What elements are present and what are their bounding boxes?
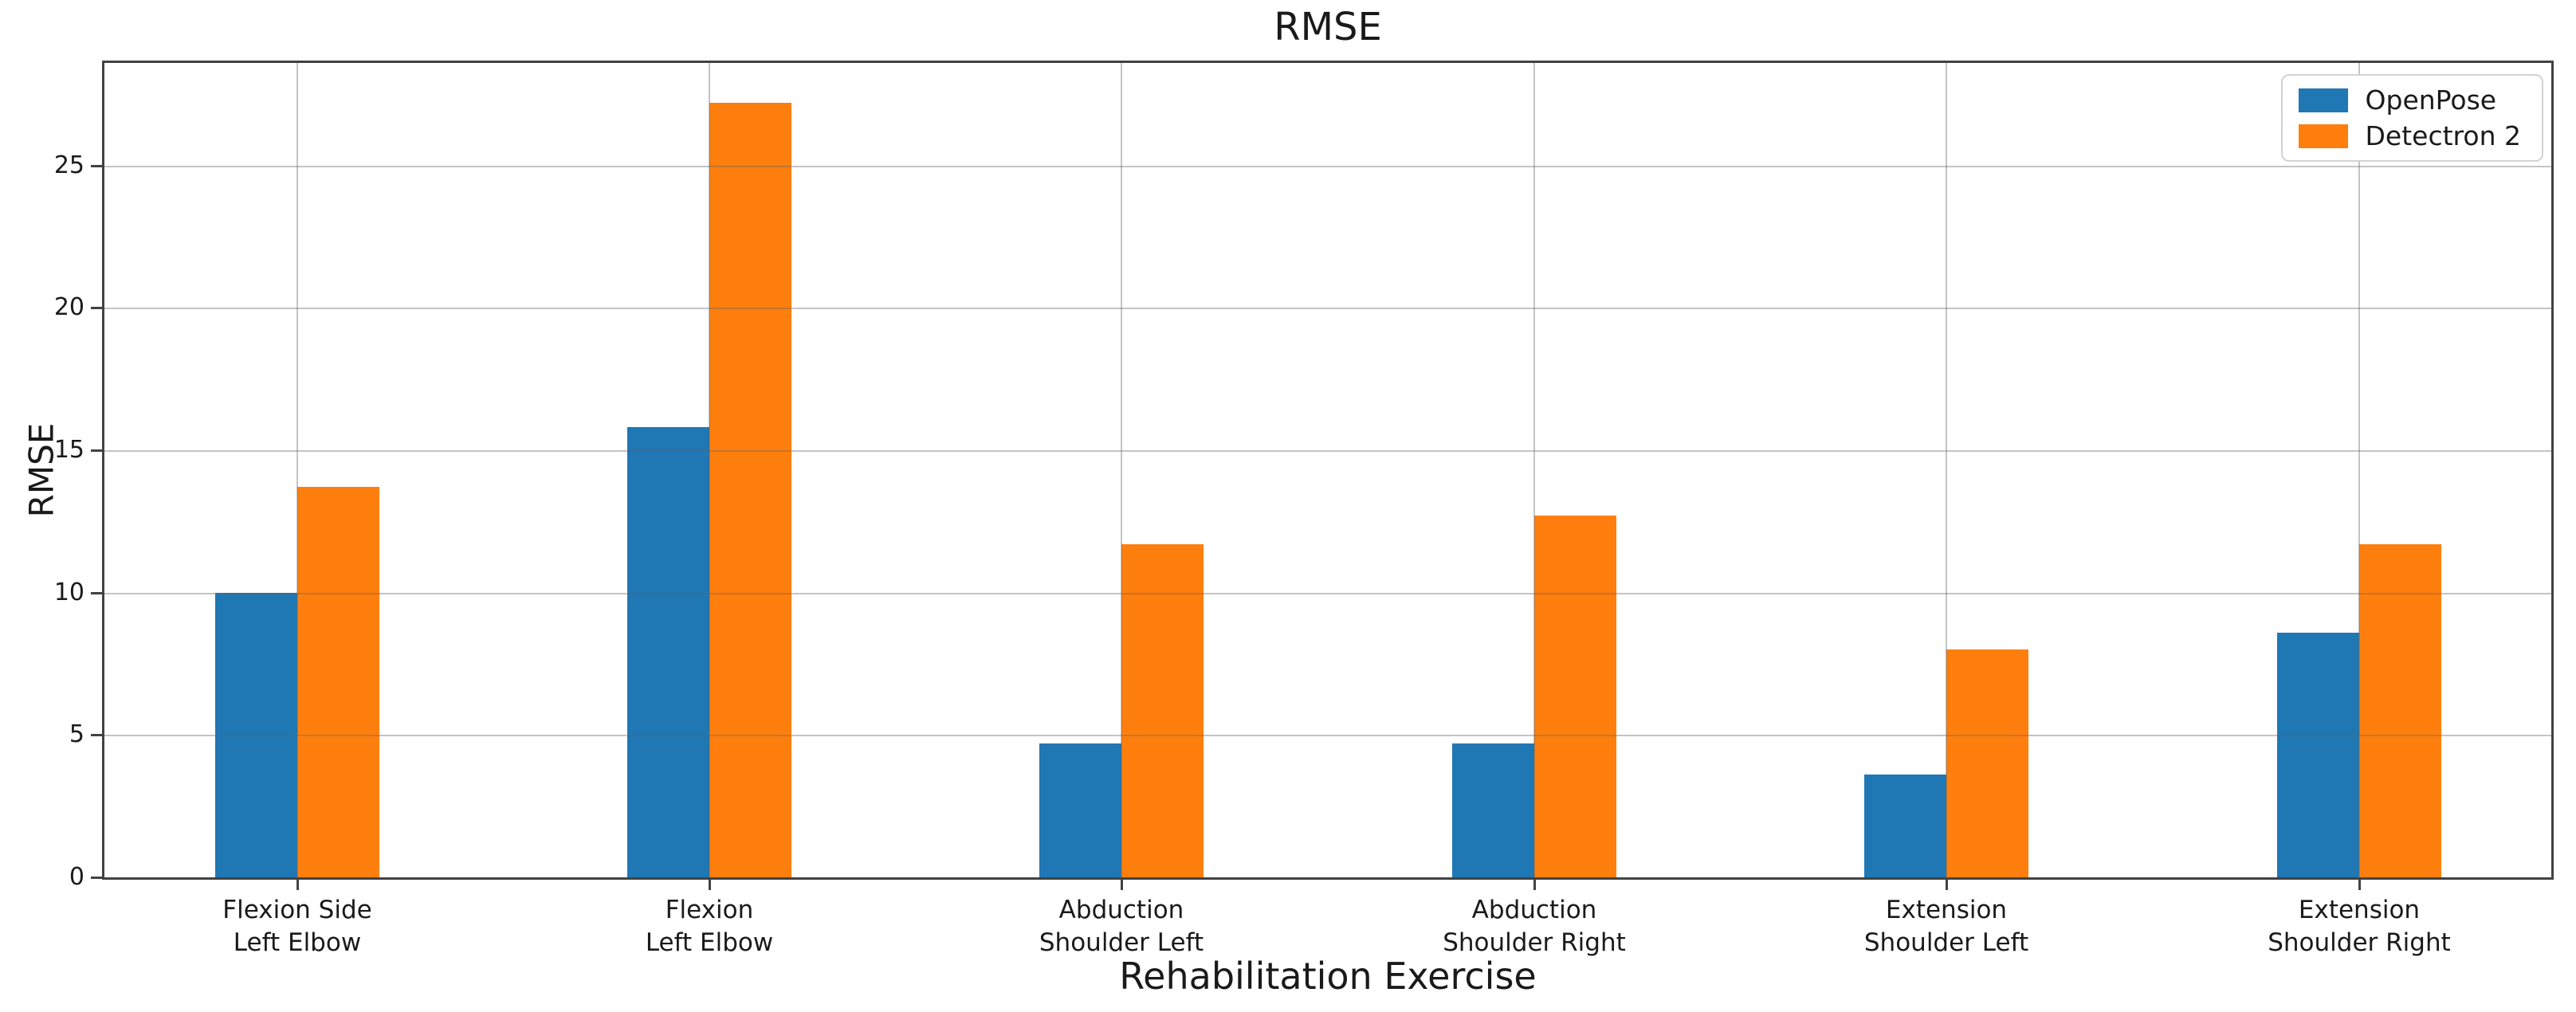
x-tick-mark-1 bbox=[709, 880, 711, 890]
gridline-x-2 bbox=[1121, 63, 1122, 877]
bar-openpose bbox=[2277, 633, 2359, 877]
y-tick-label-5: 5 bbox=[69, 720, 84, 748]
x-tick-label-line: Abduction bbox=[1471, 896, 1597, 924]
legend-label-detectron-2: Detectron 2 bbox=[2365, 120, 2521, 151]
y-tick-mark-5 bbox=[91, 734, 102, 736]
plot-area: OpenPose Detectron 2 bbox=[102, 61, 2554, 880]
x-tick-mark-3 bbox=[1533, 880, 1536, 890]
gridline-y-20 bbox=[104, 308, 2551, 309]
x-tick-label-line: Extension bbox=[1885, 896, 2008, 924]
x-tick-label-line: Abduction bbox=[1058, 896, 1184, 924]
bar-detectron-2 bbox=[2359, 544, 2441, 877]
x-tick-label-line: Shoulder Left bbox=[1039, 928, 1204, 957]
x-tick-label-line: Extension bbox=[2298, 896, 2421, 924]
x-tick-mark-5 bbox=[2358, 880, 2361, 890]
x-tick-label-line: Left Elbow bbox=[233, 928, 362, 957]
x-tick-label-line: Shoulder Right bbox=[1443, 928, 1626, 957]
x-tick-label-1: Flexion Left Elbow bbox=[646, 894, 773, 959]
bar-detectron-2 bbox=[1534, 516, 1616, 877]
x-tick-label-0: Flexion Side Left Elbow bbox=[222, 894, 371, 959]
x-tick-label-line: Shoulder Left bbox=[1863, 928, 2029, 957]
gridline-x-5 bbox=[2358, 63, 2360, 877]
bar-openpose bbox=[1039, 743, 1121, 877]
gridline-y-10 bbox=[104, 593, 2551, 594]
y-tick-mark-25 bbox=[91, 165, 102, 167]
x-tick-mark-4 bbox=[1946, 880, 1948, 890]
y-tick-label-15: 15 bbox=[53, 436, 84, 464]
gridline-y-5 bbox=[104, 735, 2551, 736]
legend: OpenPose Detectron 2 bbox=[2280, 74, 2543, 162]
bar-openpose bbox=[627, 427, 709, 877]
gridline-x-4 bbox=[1946, 63, 1947, 877]
legend-swatch-openpose bbox=[2298, 88, 2348, 112]
x-tick-label-5: Extension Shoulder Right bbox=[2268, 894, 2451, 959]
x-tick-label-line: Shoulder Right bbox=[2268, 928, 2451, 957]
x-tick-label-2: Abduction Shoulder Left bbox=[1039, 894, 1204, 959]
x-axis-label: Rehabilitation Exercise bbox=[1119, 955, 1537, 998]
x-tick-mark-0 bbox=[296, 880, 299, 890]
y-tick-label-25: 25 bbox=[53, 151, 84, 179]
x-tick-label-line: Left Elbow bbox=[645, 928, 774, 957]
gridline-y-25 bbox=[104, 166, 2551, 167]
chart-title: RMSE bbox=[1274, 5, 1382, 49]
legend-item-openpose: OpenPose bbox=[2298, 84, 2521, 116]
x-tick-label-3: Abduction Shoulder Right bbox=[1443, 894, 1626, 959]
y-tick-mark-15 bbox=[91, 449, 102, 452]
legend-swatch-detectron-2 bbox=[2298, 124, 2348, 148]
bar-openpose bbox=[215, 593, 297, 877]
gridline-x-3 bbox=[1533, 63, 1535, 877]
y-tick-label-10: 10 bbox=[53, 579, 84, 606]
y-tick-mark-10 bbox=[91, 592, 102, 594]
y-tick-label-0: 0 bbox=[69, 863, 84, 891]
bar-openpose bbox=[1864, 775, 1946, 877]
x-tick-label-4: Extension Shoulder Left bbox=[1864, 894, 2028, 959]
x-tick-mark-2 bbox=[1121, 880, 1123, 890]
bar-detectron-2 bbox=[297, 487, 379, 877]
bar-openpose bbox=[1452, 743, 1534, 877]
legend-item-detectron-2: Detectron 2 bbox=[2298, 120, 2521, 151]
y-tick-label-20: 20 bbox=[53, 293, 84, 321]
bar-detectron-2 bbox=[1946, 649, 2028, 877]
gridline-x-1 bbox=[709, 63, 710, 877]
x-tick-label-line: Flexion Side bbox=[222, 896, 372, 924]
bar-detectron-2 bbox=[1121, 544, 1204, 877]
x-tick-label-line: Flexion bbox=[665, 896, 754, 924]
gridline-y-15 bbox=[104, 450, 2551, 452]
y-tick-mark-0 bbox=[91, 877, 102, 879]
gridline-x-0 bbox=[296, 63, 298, 877]
bar-detectron-2 bbox=[709, 103, 791, 877]
legend-label-openpose: OpenPose bbox=[2365, 84, 2497, 116]
y-tick-mark-20 bbox=[91, 307, 102, 309]
